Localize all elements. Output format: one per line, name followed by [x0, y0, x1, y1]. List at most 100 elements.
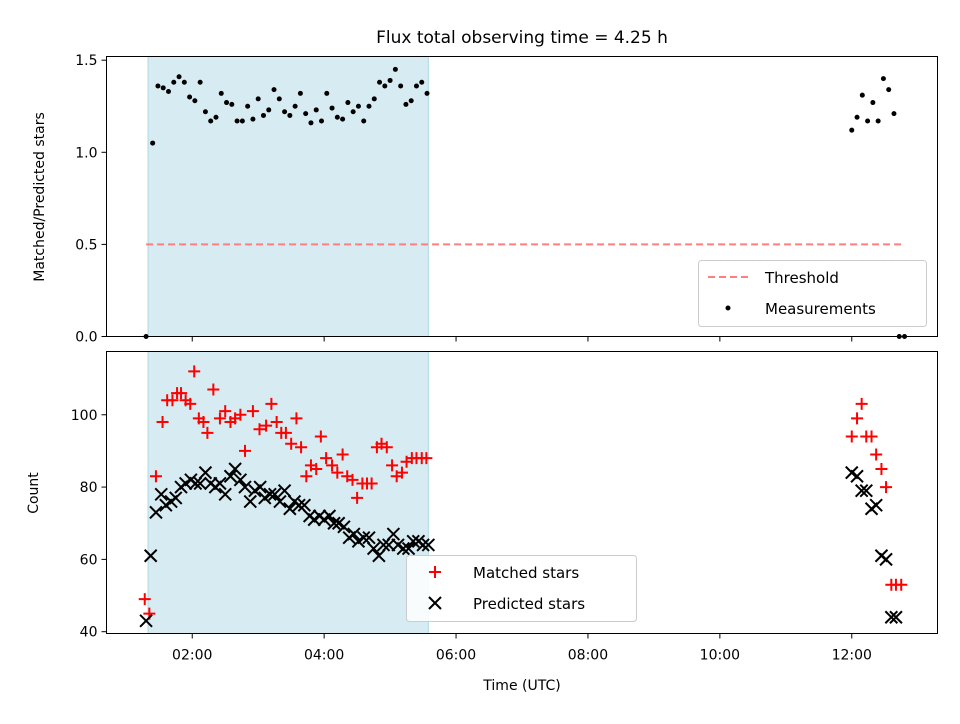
matched-star-point [365, 477, 378, 490]
measurement-point [260, 112, 266, 118]
y-tick-label: 0.0 [75, 330, 97, 346]
predicted-star-point [139, 614, 153, 628]
measurement-point [387, 77, 393, 83]
measurement-point [355, 103, 361, 109]
predicted-star-point [154, 487, 168, 502]
measurement-point [340, 116, 346, 122]
measurement-point [234, 118, 240, 124]
measurement-point [408, 98, 414, 104]
measurement-point [218, 90, 224, 96]
measurement-point [859, 92, 865, 98]
x-tick-label: 02:00 [172, 648, 212, 664]
matched-star-point [175, 387, 188, 400]
top-axes-frame [106, 56, 938, 337]
predicted-star-point [243, 494, 257, 509]
predicted-star-point [322, 509, 337, 523]
measurement-point [854, 114, 860, 120]
bottom-y-axis: 40 60 80 100 [71, 408, 107, 641]
matched-star-point [201, 426, 214, 439]
bottom-legend: Matched stars Predicted stars [406, 555, 637, 622]
top-legend-box [698, 260, 927, 327]
predicted-star-point [869, 498, 883, 512]
matched-star-point [149, 470, 162, 483]
matched-star-point [851, 412, 864, 425]
predicted-star-point [193, 476, 207, 491]
matched-star-point [870, 448, 883, 461]
matched-star-point [386, 459, 399, 472]
measurement-point [398, 83, 404, 89]
y-tick-label: 40 [80, 625, 98, 641]
measurement-point [403, 101, 409, 107]
matched-star-point [845, 430, 858, 443]
predicted-star-point [213, 476, 227, 491]
bottom-y-axis-label: Count [26, 472, 42, 514]
y-tick-label: 1.0 [75, 145, 97, 161]
matched-star-point [880, 481, 893, 494]
measurement-point [239, 118, 245, 124]
matched-star-point [320, 452, 333, 465]
matched-star-point [213, 412, 226, 425]
predicted-star-point [406, 534, 420, 549]
matched-star-point [310, 463, 323, 475]
measurement-point [187, 94, 193, 100]
top-y-axis-label: Matched/Predicted stars [32, 112, 48, 282]
measurement-point [271, 87, 277, 93]
matched-star-point [184, 397, 197, 410]
predicted-legend-marker [428, 596, 442, 610]
matched-star-point [336, 448, 349, 461]
predicted-star-point [277, 483, 292, 498]
predicted-star-point [396, 541, 410, 556]
measurement-point [891, 111, 897, 117]
predicted-star-point [366, 541, 381, 556]
measurement-point [165, 89, 171, 94]
predicted-star-point [198, 465, 213, 480]
matched-star-point [207, 383, 220, 396]
matched-star-point [270, 416, 283, 428]
bottom-axes-frame [106, 351, 938, 634]
measurements-legend-label: Measurements [765, 300, 876, 318]
matched-star-point [300, 470, 313, 483]
matched-legend-label: Matched stars [473, 564, 579, 582]
measurement-point [255, 96, 261, 102]
matched-star-point [156, 416, 169, 428]
y-tick-label: 80 [80, 480, 98, 496]
measurement-point [345, 100, 351, 106]
measurement-point [366, 103, 372, 109]
matched-star-point [351, 491, 364, 504]
matched-star-point [138, 593, 151, 606]
x-tick-label: 10:00 [700, 648, 740, 664]
measurement-point [292, 103, 298, 109]
bottom-legend-box [406, 555, 637, 622]
matched-star-point [246, 405, 259, 418]
matched-star-point [346, 473, 359, 486]
matched-star-point [314, 430, 327, 443]
predicted-star-point [386, 527, 401, 541]
measurement-point [313, 107, 319, 113]
measurement-point [319, 118, 325, 124]
predicted-star-point [879, 552, 893, 567]
measurement-point [160, 85, 166, 91]
predicted-star-point [337, 520, 351, 534]
matched-star-point [395, 466, 408, 479]
predicted-star-point [283, 502, 297, 516]
measurement-point [382, 83, 388, 89]
predicted-star-point [884, 610, 899, 624]
measurement-point [192, 98, 198, 104]
measurement-point [875, 118, 881, 124]
y-tick-label: 1.5 [75, 53, 97, 69]
matched-star-point [285, 437, 298, 450]
observing-window-bottom [147, 351, 429, 634]
matched-star-point [865, 430, 878, 443]
matched-star-point [253, 423, 266, 436]
chart-title: Flux total observing time = 4.25 h [376, 28, 668, 48]
predicted-star-point [253, 480, 267, 494]
measurement-point [849, 127, 855, 133]
measurement-point [202, 109, 208, 115]
bottom-x-axis: 02:00 04:00 06:00 08:00 10:00 12:00 [172, 633, 872, 664]
measurement-point [171, 79, 177, 85]
measurement-point [213, 114, 219, 120]
measurement-point [424, 90, 430, 96]
measurement-point [350, 109, 356, 115]
predicted-legend-label: Predicted stars [473, 595, 585, 613]
matched-star-point [295, 441, 308, 454]
